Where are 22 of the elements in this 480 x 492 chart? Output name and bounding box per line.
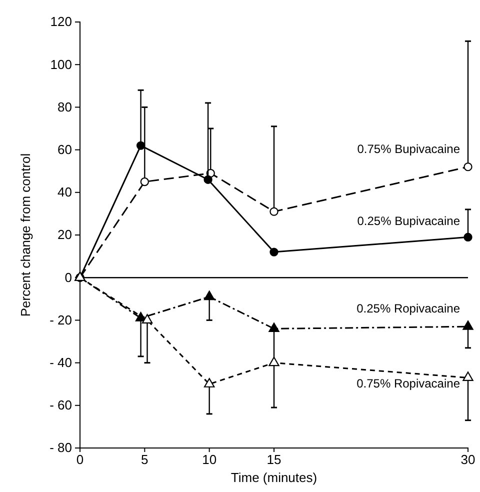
series-label: 0.25% Ropivacaine: [356, 302, 460, 316]
x-tick-label: 10: [202, 452, 217, 468]
y-tick-label: 0: [64, 270, 72, 285]
y-tick-label: - 20: [50, 312, 72, 328]
y-tick-label: 80: [58, 99, 72, 114]
series-label: 0.75% Ropivacaine: [356, 376, 460, 391]
y-tick-label: 120: [50, 14, 72, 30]
x-tick-label: 30: [460, 452, 476, 468]
series-label: 0.25% Bupivacaine: [357, 214, 460, 228]
y-tick-label: 100: [50, 56, 72, 72]
x-tick-label: 15: [266, 452, 282, 468]
y-tick-label: - 40: [50, 354, 72, 370]
y-tick-label: 40: [58, 184, 72, 200]
x-axis-title: Time (minutes): [230, 470, 318, 485]
series-label: 0.75% Bupivacaine: [357, 142, 460, 156]
y-axis-title: Percent change from control: [18, 153, 33, 317]
y-tick-label: 60: [58, 142, 72, 157]
x-tick-label: 5: [141, 452, 148, 468]
y-tick-label: - 60: [50, 398, 72, 413]
y-tick-label: 20: [58, 227, 72, 242]
x-tick-label: 0: [76, 452, 84, 468]
y-tick-label: - 80: [50, 440, 72, 456]
